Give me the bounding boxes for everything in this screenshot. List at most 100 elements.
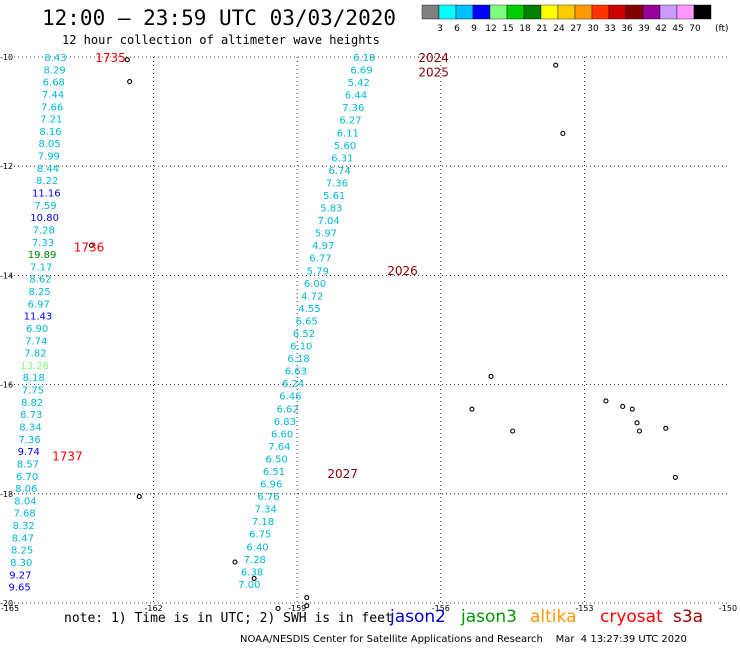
swh-value-label: 6.50 <box>266 454 288 465</box>
colorbar-swatch <box>421 4 440 20</box>
swh-value-label: 5.79 <box>307 266 329 277</box>
swh-value-label: 6.63 <box>285 367 307 378</box>
swh-value-label: 6.70 <box>16 472 38 483</box>
swh-value-label: 6.18 <box>353 53 375 64</box>
colorbar-label: 39 <box>638 24 650 34</box>
colorbar-swatch <box>455 4 474 20</box>
y-tick-label: -10 <box>0 53 13 62</box>
swh-value-label: 6.96 <box>260 480 282 491</box>
swh-value-label: 6.18 <box>287 354 309 365</box>
y-tick-label: -12 <box>0 162 13 171</box>
island-outline <box>636 428 642 434</box>
swh-value-label: 5.97 <box>315 229 337 240</box>
swh-value-label: 6.76 <box>257 492 279 503</box>
colorbar-swatch <box>676 4 695 20</box>
island-outline <box>629 406 635 412</box>
pass-number-label: 2027 <box>327 467 358 481</box>
island-outline <box>672 474 678 480</box>
colorbar-swatch <box>523 4 542 20</box>
island-outline <box>553 62 559 68</box>
swh-value-label: 7.82 <box>24 349 46 360</box>
swh-value-label: 6.24 <box>282 379 304 390</box>
swh-value-label: 7.75 <box>22 386 44 397</box>
swh-value-label: 8.34 <box>19 423 41 434</box>
island-outline <box>136 493 142 500</box>
swh-value-label: 6.65 <box>296 316 318 327</box>
swh-value-label: 4.97 <box>312 241 334 252</box>
colorbar-swatch <box>438 4 457 20</box>
swh-value-label: 6.60 <box>271 429 293 440</box>
swh-value-label: 5.42 <box>348 78 370 89</box>
x-tick-label: -156 <box>432 604 450 613</box>
swh-value-label: 8.47 <box>12 533 34 544</box>
swh-value-label: 19.89 <box>28 250 57 261</box>
colorbar-label: 70 <box>689 24 701 34</box>
x-tick-label: -153 <box>575 604 593 613</box>
swh-value-label: 7.64 <box>268 442 290 453</box>
legend-altika: altika <box>530 607 577 627</box>
island-outline <box>304 594 310 601</box>
swh-value-label: 7.34 <box>255 505 277 516</box>
colorbar-label: 6 <box>454 24 460 34</box>
swh-value-label: 8.25 <box>28 287 50 298</box>
island-outline <box>127 79 133 85</box>
y-tick-label: -14 <box>0 271 13 280</box>
swh-value-label: 7.28 <box>244 555 266 566</box>
swh-value-label: 8.43 <box>44 53 66 64</box>
colorbar-swatch <box>540 4 559 20</box>
colorbar-label: 21 <box>536 24 547 34</box>
swh-value-label: 6.62 <box>276 404 298 415</box>
axis-ticks: -165 -162 -159 -156 -153 -150 -10 -12 -14 -16 -18 -… <box>0 53 737 613</box>
swh-value-label: 6.68 <box>43 78 65 89</box>
swh-value-label: 4.55 <box>298 304 320 315</box>
swh-value-label: 13.28 <box>20 361 49 372</box>
swh-value-label: 6.69 <box>350 66 372 77</box>
credit-line: NOAA/NESDIS Center for Satellite Applica… <box>240 634 687 645</box>
colorbar-label: 27 <box>570 24 581 34</box>
colorbar-unit: (ft) <box>715 24 729 34</box>
swh-value-label: 7.04 <box>318 216 340 227</box>
footer-note: note: 1) Time is in UTC; 2) SWH is in fe… <box>64 611 393 626</box>
swh-value-label: 7.17 <box>30 262 52 273</box>
colorbar-swatch <box>472 4 491 20</box>
island-outline <box>251 575 257 581</box>
colorbar-swatch <box>625 4 644 20</box>
swh-value-label: 6.38 <box>241 567 263 578</box>
y-tick-label: -18 <box>0 490 13 499</box>
island-outline <box>510 428 516 434</box>
x-tick-label: -150 <box>719 604 737 613</box>
y-tick-label: -16 <box>0 381 13 390</box>
swh-value-label: 8.22 <box>36 176 58 187</box>
island-outline <box>88 242 94 248</box>
pass-number-label: 1735 <box>95 51 126 65</box>
colorbar-label: 24 <box>553 24 565 34</box>
swh-value-label: 6.75 <box>249 530 271 541</box>
colorbar-label: 18 <box>519 24 531 34</box>
swh-value-label: 8.30 <box>10 558 32 569</box>
swh-value-label: 8.29 <box>44 65 66 76</box>
swh-value-label: 6.44 <box>345 91 367 102</box>
colorbar-swatch <box>642 4 661 20</box>
swh-value-label: 8.25 <box>11 546 33 557</box>
swh-value-label: 8.73 <box>20 410 42 421</box>
swh-value-label: 6.10 <box>290 342 312 353</box>
page-title: 12:00 – 23:59 UTC 03/03/2020 <box>42 6 397 30</box>
colorbar-legend: 3 6 9 12 15 18 21 24 27 30 33 36 39 42 45 70 (ft) <box>421 4 729 34</box>
swh-value-label: 8.04 <box>14 496 36 507</box>
island-outline <box>488 373 494 379</box>
colorbar-label: 9 <box>471 24 477 34</box>
colorbar-swatch <box>608 4 627 20</box>
pass-number-label: 2026 <box>387 264 418 278</box>
legend-jason3: jason3 <box>461 607 517 627</box>
swh-value-label: 8.06 <box>15 484 37 495</box>
pass-number-label: 2024 <box>418 51 449 65</box>
island-outline <box>603 398 609 404</box>
colorbar-label: 36 <box>621 24 633 34</box>
swh-value-label: 6.40 <box>246 542 268 553</box>
swh-value-label: 5.83 <box>320 204 342 215</box>
pass-number-label: 1736 <box>74 240 105 254</box>
swh-value-label: 8.62 <box>29 275 51 286</box>
swh-value-label: 7.36 <box>326 178 348 189</box>
